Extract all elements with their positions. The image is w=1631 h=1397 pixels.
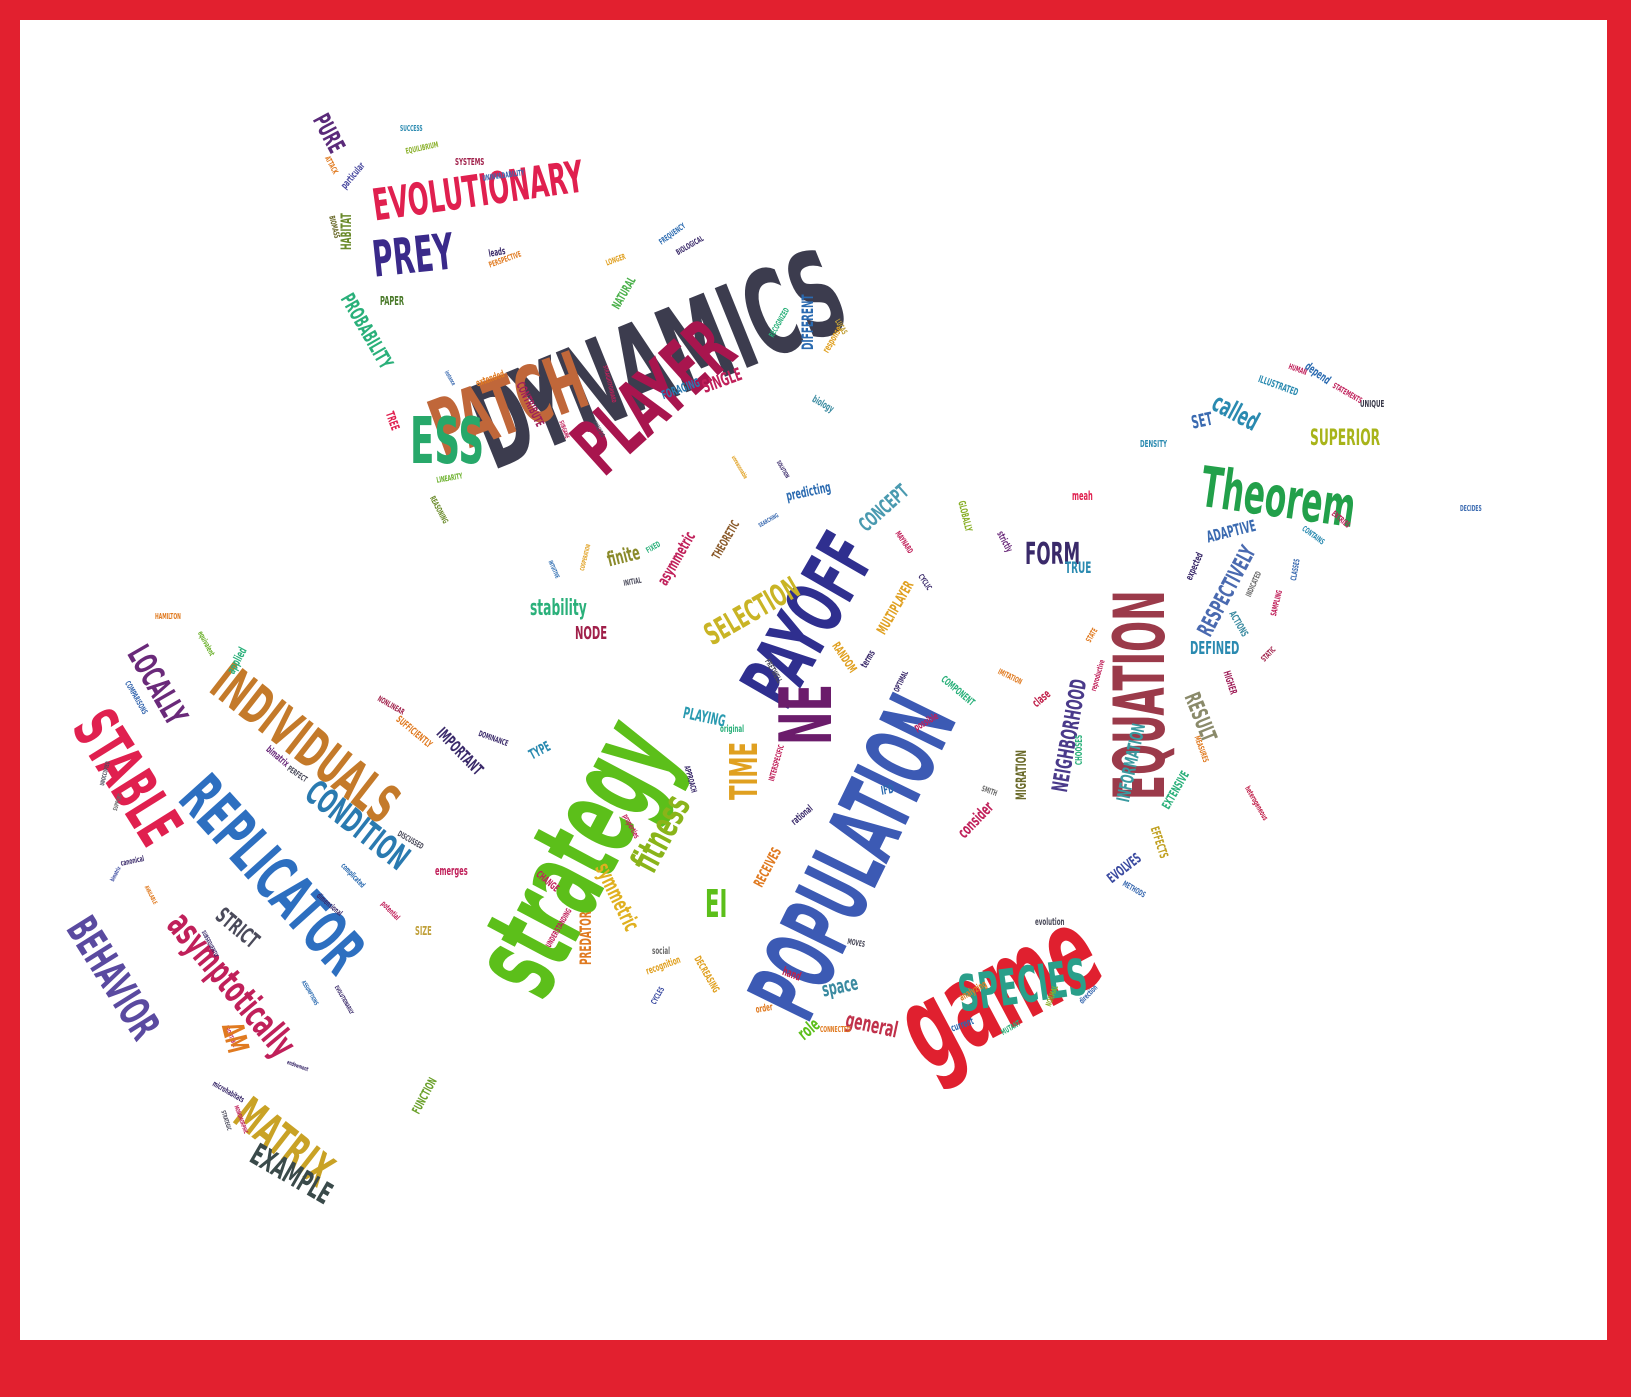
word-social: social <box>652 946 671 957</box>
word-evolution: evolution <box>1035 917 1065 928</box>
word-superior: SUPERIOR <box>1310 426 1381 451</box>
word-stability: stability <box>530 596 587 621</box>
word-connected: CONNECTED <box>820 1025 851 1034</box>
word-size: SIZE <box>415 924 432 938</box>
word-predator: PREDATOR <box>576 911 595 965</box>
word-chooses: CHOOSES <box>1074 734 1085 765</box>
word-ne: NE <box>764 683 848 745</box>
word-habitat: HABITAT <box>339 213 355 250</box>
word-true: TRUE <box>1065 558 1092 577</box>
word-migration: MIGRATION <box>1014 750 1030 800</box>
word-set: SET <box>1189 408 1215 434</box>
word-ifd: IFD <box>879 781 895 798</box>
word-time: TIME <box>722 742 766 800</box>
word-different: DIFFERENT <box>798 294 817 350</box>
word-success: SUCCESS <box>400 124 423 133</box>
paper-background <box>20 20 1607 1340</box>
word-systems: SYSTEMS <box>455 157 485 168</box>
word-decides: DECIDES <box>1460 504 1482 513</box>
word-defined: DEFINED <box>1190 638 1240 659</box>
word-paper: PAPER <box>380 294 405 308</box>
word-ess: ESS <box>410 405 485 479</box>
word-hamilton: HAMILTON <box>155 612 181 621</box>
word-density: DENSITY <box>1140 439 1168 450</box>
word-original: original <box>720 724 745 735</box>
word-unique: UNIQUE <box>1360 399 1385 410</box>
word-node: NODE <box>575 623 608 644</box>
word-prey: PREY <box>369 222 457 289</box>
word-ei: EI <box>705 882 728 926</box>
word-emerges: emerges <box>435 864 468 878</box>
word-meah: meah <box>1072 489 1093 503</box>
word-form: FORM <box>1025 537 1081 572</box>
